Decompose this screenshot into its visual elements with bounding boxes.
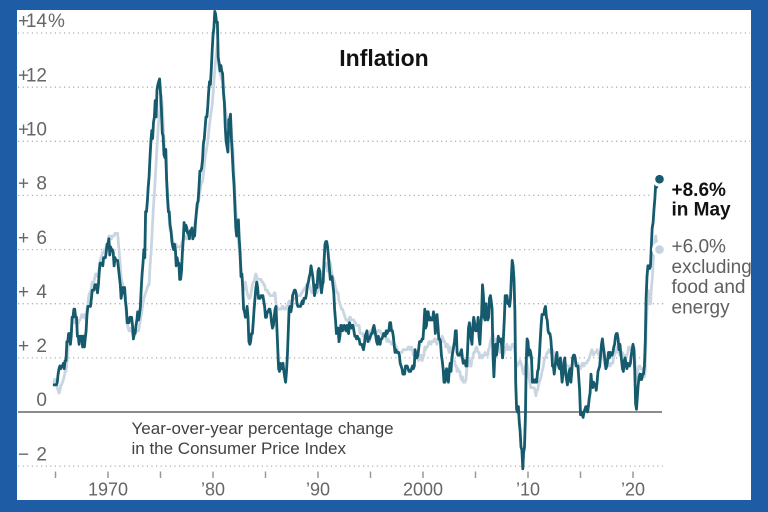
- svg-text:1970: 1970: [88, 480, 128, 500]
- svg-text:+: +: [18, 11, 29, 32]
- svg-text:in the Consumer Price Index: in the Consumer Price Index: [132, 439, 347, 458]
- svg-text:+: +: [18, 65, 29, 86]
- svg-text:2: 2: [36, 444, 47, 465]
- svg-text:8: 8: [36, 174, 47, 195]
- svg-text:%: %: [48, 11, 65, 32]
- svg-text:Inflation: Inflation: [339, 45, 428, 71]
- svg-text:excluding: excluding: [672, 257, 752, 278]
- svg-text:0: 0: [36, 390, 47, 411]
- svg-text:energy: energy: [672, 298, 731, 319]
- svg-text:Year-over-year percentage chan: Year-over-year percentage change: [132, 419, 394, 438]
- svg-text:+8.6%: +8.6%: [672, 180, 727, 201]
- svg-text:food and: food and: [672, 277, 746, 298]
- svg-text:+: +: [18, 174, 29, 195]
- svg-text:+: +: [18, 336, 29, 357]
- svg-text:+: +: [18, 282, 29, 303]
- svg-text:+: +: [18, 228, 29, 249]
- svg-text:’90: ’90: [306, 480, 330, 500]
- svg-text:2: 2: [36, 336, 47, 357]
- svg-text:in May: in May: [672, 199, 732, 220]
- svg-text:+6.0%: +6.0%: [672, 237, 727, 258]
- svg-text:4: 4: [36, 282, 47, 303]
- svg-text:’10: ’10: [516, 480, 540, 500]
- svg-text:’20: ’20: [621, 480, 645, 500]
- svg-text:’80: ’80: [201, 480, 225, 500]
- svg-text:6: 6: [36, 228, 47, 249]
- svg-text:2000: 2000: [403, 480, 443, 500]
- svg-text:14: 14: [26, 11, 48, 32]
- svg-text:−: −: [18, 444, 29, 465]
- svg-text:+: +: [18, 120, 29, 141]
- svg-text:12: 12: [26, 65, 47, 86]
- svg-text:10: 10: [26, 120, 47, 141]
